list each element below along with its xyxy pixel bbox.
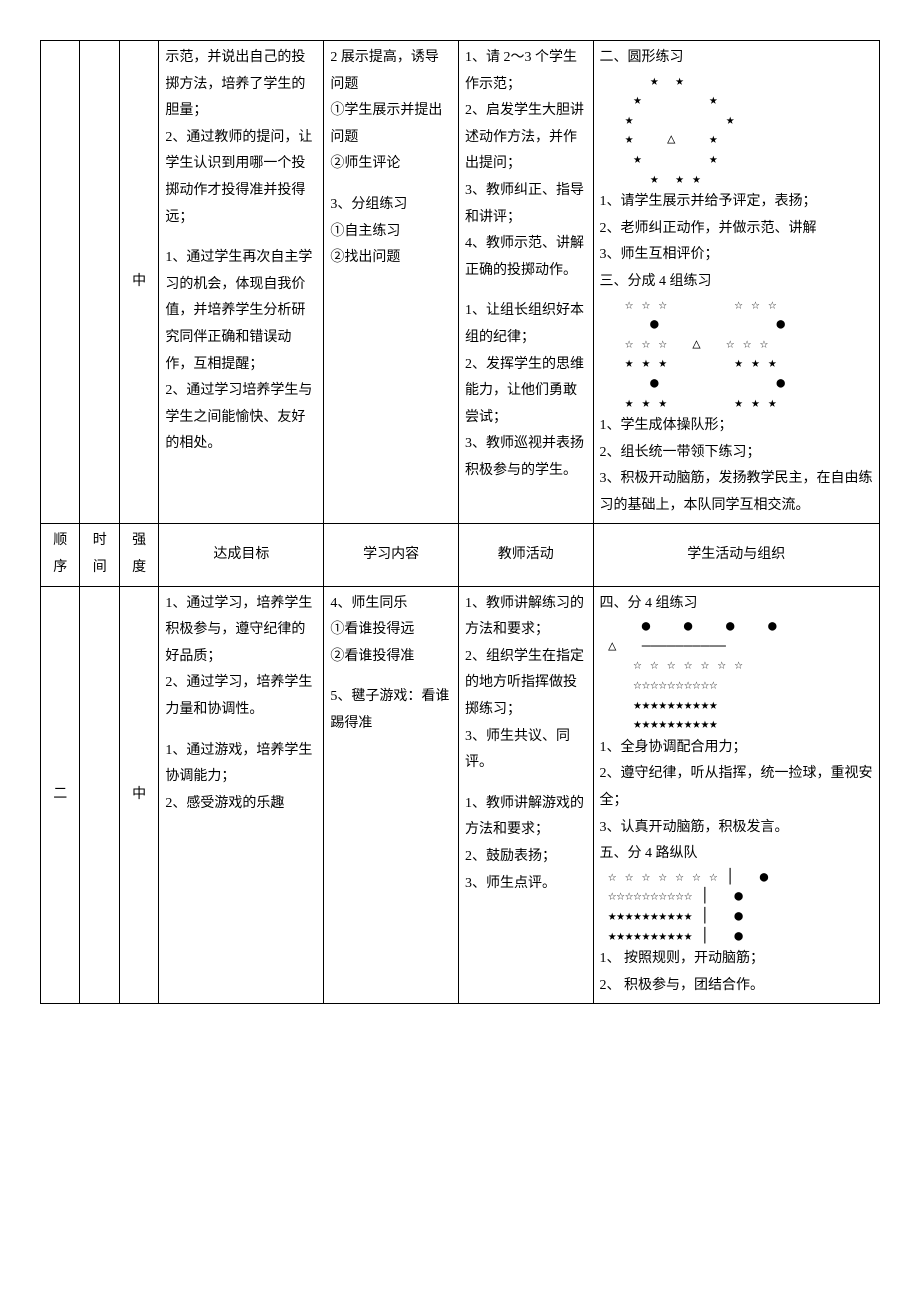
goal-text-a: 1、通过学习，培养学生积极参与，遵守纪律的好品质； 2、通过学习，培养学生力量和… <box>165 596 312 717</box>
header-seq: 顺序 <box>41 524 80 586</box>
throw-diagram: ● ● ● ● △ —————————— ☆ ☆ ☆ ☆ ☆ ☆ ☆ ☆☆☆☆☆… <box>600 617 873 735</box>
goal-cell: 1、通过学习，培养学生积极参与，遵守纪律的好品质； 2、通过学习，培养学生力量和… <box>159 586 324 1004</box>
teacher-text-b: 1、教师讲解游戏的方法和要求； 2、鼓励表扬； 3、师生点评。 <box>465 796 584 891</box>
teacher-text-a: 1、请 2～3 个学生作示范； 2、启发学生大胆讲述动作方法，并作出提问； 3、… <box>465 50 584 278</box>
lesson-plan-table: 中 示范，并说出自己的投掷方法，培养了学生的胆量； 2、通过教师的提问，让学生认… <box>40 40 880 1004</box>
student-text: 1、请学生展示并给予评定，表扬； <box>600 189 873 216</box>
student-text: 3、师生互相评价； <box>600 242 873 269</box>
goal-cell: 示范，并说出自己的投掷方法，培养了学生的胆量； 2、通过教师的提问，让学生认识到… <box>159 41 324 524</box>
goal-text-b: 1、通过学生再次自主学习的机会，体现自我价值，并培养学生分析研究同伴正确和错误动… <box>165 250 312 451</box>
seq-cell: 二 <box>41 586 80 1004</box>
content-cell: 4、师生同乐 ①看谁投得远 ②看谁投得准 5、毽子游戏：看谁踢得准 <box>324 586 459 1004</box>
teacher-cell: 1、教师讲解练习的方法和要求； 2、组织学生在指定的地方听指挥做投掷练习； 3、… <box>458 586 593 1004</box>
intensity-cell: 中 <box>119 41 158 524</box>
header-time: 时间 <box>80 524 119 586</box>
table-row: 二 中 1、通过学习，培养学生积极参与，遵守纪律的好品质； 2、通过学习，培养学… <box>41 586 880 1004</box>
teacher-text-a: 1、教师讲解练习的方法和要求； 2、组织学生在指定的地方听指挥做投掷练习； 3、… <box>465 596 584 771</box>
header-student: 学生活动与组织 <box>593 524 879 586</box>
student-text: 3、认真开动脑筋，积极发言。 <box>600 815 873 842</box>
section-heading: 二、圆形练习 <box>600 45 873 72</box>
student-cell: 二、圆形练习 ★ ★ ★ ★ ★ ★ ★ △ ★ ★ ★ ★ ★ ★ 1、请学生… <box>593 41 879 524</box>
time-cell <box>80 586 119 1004</box>
content-text-a: 4、师生同乐 ①看谁投得远 ②看谁投得准 <box>330 596 414 664</box>
time-cell <box>80 41 119 524</box>
circle-diagram: ★ ★ ★ ★ ★ ★ ★ △ ★ ★ ★ ★ ★ ★ <box>600 72 873 190</box>
goal-text-a: 示范，并说出自己的投掷方法，培养了学生的胆量； 2、通过教师的提问，让学生认识到… <box>165 50 312 225</box>
content-text-b: 5、毽子游戏：看谁踢得准 <box>330 689 449 731</box>
student-text: 2、老师纠正动作，并做示范、讲解 <box>600 216 873 243</box>
column4-diagram: ☆ ☆ ☆ ☆ ☆ ☆ ☆ │ ● ☆☆☆☆☆☆☆☆☆☆ │ ● ★★★★★★★… <box>600 868 873 946</box>
student-text: 1、学生成体操队形； <box>600 413 873 440</box>
content-text-b: 3、分组练习 ①自主练习 ②找出问题 <box>330 197 407 265</box>
teacher-cell: 1、请 2～3 个学生作示范； 2、启发学生大胆讲述动作方法，并作出提问； 3、… <box>458 41 593 524</box>
section-heading: 三、分成 4 组练习 <box>600 269 873 296</box>
student-text: 1、 按照规则，开动脑筋； <box>600 946 873 973</box>
table-row: 中 示范，并说出自己的投掷方法，培养了学生的胆量； 2、通过教师的提问，让学生认… <box>41 41 880 524</box>
header-intensity: 强度 <box>119 524 158 586</box>
section-heading: 四、分 4 组练习 <box>600 591 873 618</box>
student-text: 2、遵守纪律，听从指挥，统一捡球，重视安全； <box>600 761 873 814</box>
seq-cell <box>41 41 80 524</box>
student-cell: 四、分 4 组练习 ● ● ● ● △ —————————— ☆ ☆ ☆ ☆ ☆… <box>593 586 879 1004</box>
goal-text-b: 1、通过游戏，培养学生协调能力； 2、感受游戏的乐趣 <box>165 743 312 811</box>
student-text: 2、组长统一带领下练习； <box>600 440 873 467</box>
student-text: 2、 积极参与，团结合作。 <box>600 973 873 1000</box>
section-heading: 五、分 4 路纵队 <box>600 841 873 868</box>
student-text: 1、全身协调配合用力； <box>600 735 873 762</box>
content-text-a: 2 展示提高，诱导问题 ①学生展示并提出问题 ②师生评论 <box>330 50 442 171</box>
intensity-cell: 中 <box>119 586 158 1004</box>
content-cell: 2 展示提高，诱导问题 ①学生展示并提出问题 ②师生评论 3、分组练习 ①自主练… <box>324 41 459 524</box>
header-teacher: 教师活动 <box>458 524 593 586</box>
header-row: 顺序 时间 强度 达成目标 学习内容 教师活动 学生活动与组织 <box>41 524 880 586</box>
header-content: 学习内容 <box>324 524 459 586</box>
teacher-text-b: 1、让组长组织好本组的纪律； 2、发挥学生的思维能力，让他们勇敢尝试； 3、教师… <box>465 303 584 478</box>
header-goal: 达成目标 <box>159 524 324 586</box>
group4-diagram: ☆ ☆ ☆ ☆ ☆ ☆ ● ● ☆ ☆ ☆ △ ☆ ☆ ☆ ★ ★ ★ ★ ★ … <box>600 296 873 414</box>
student-text: 3、积极开动脑筋，发扬教学民主，在自由练习的基础上，本队同学互相交流。 <box>600 466 873 519</box>
